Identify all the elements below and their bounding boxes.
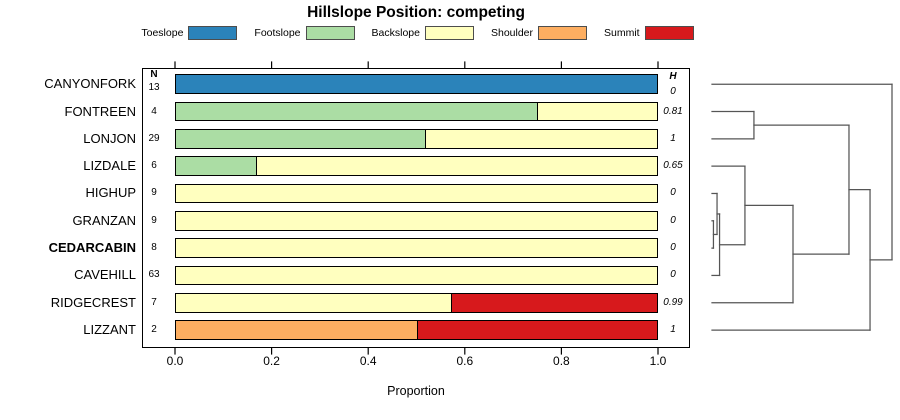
- legend: Toeslope Footslope Backslope Shoulder Summit: [0, 24, 835, 41]
- x-tick-label: 0.2: [263, 354, 280, 368]
- row-label-lizzant: LIZZANT: [83, 322, 136, 338]
- x-tick-label: 0.4: [359, 354, 377, 368]
- bar-segment-backslope: [256, 157, 657, 175]
- x-axis-label: Proportion: [387, 384, 445, 398]
- legend-item-backslope: Backslope: [371, 25, 474, 40]
- x-tick-label: 0.0: [166, 354, 184, 368]
- bar-segment-toeslope: [176, 75, 657, 93]
- stacked-bar-lizzant: [175, 320, 658, 340]
- stacked-bar-fontreen: [175, 101, 658, 122]
- stacked-bar-lizdale: [175, 156, 658, 176]
- bar-segment-backslope: [424, 130, 657, 148]
- n-value: 9: [151, 187, 157, 199]
- bar-segment-backslope: [176, 184, 657, 203]
- n-value: 2: [151, 324, 157, 336]
- x-tick-label: 0.8: [553, 354, 570, 368]
- row-label-highup: HIGHUP: [85, 185, 136, 201]
- x-tick-label: 1.0: [649, 354, 667, 368]
- stacked-bar-cavehill: [175, 265, 658, 286]
- n-value: 63: [148, 269, 160, 281]
- bar-segment-backslope: [176, 294, 451, 312]
- legend-label: Footslope: [254, 26, 301, 39]
- bar-segment-footslope: [176, 130, 425, 148]
- bar-segment-footslope: [176, 102, 537, 121]
- h-value: 0.65: [663, 160, 683, 172]
- plot-area: [142, 68, 690, 348]
- stacked-bar-highup: [175, 183, 658, 204]
- h-value: 0: [670, 242, 676, 254]
- stacked-bar-lonjon: [175, 129, 658, 149]
- x-tick-label: 0.6: [456, 354, 474, 368]
- row-label-ridgecrest: RIDGECREST: [50, 294, 136, 310]
- n-value: 7: [151, 296, 157, 308]
- h-value: 1: [670, 324, 676, 336]
- row-label-fontreen: FONTREEN: [64, 103, 137, 119]
- stacked-bar-canyonfork: [175, 74, 658, 94]
- legend-swatch-toeslope: [188, 25, 238, 40]
- bar-segment-backslope: [536, 102, 657, 121]
- chart-title: Hillslope Position: competing: [307, 4, 525, 21]
- h-value: 0.99: [663, 296, 683, 308]
- bar-segment-summit: [450, 294, 657, 312]
- legend-swatch-shoulder: [538, 25, 588, 40]
- legend-item-footslope: Footslope: [254, 25, 355, 40]
- stacked-bar-ridgecrest: [175, 293, 658, 313]
- bar-segment-shoulder: [176, 321, 417, 339]
- row-label-granzan: GRANZAN: [72, 212, 136, 228]
- bar-segment-summit: [416, 321, 657, 339]
- legend-item-shoulder: Shoulder: [490, 25, 588, 40]
- legend-swatch-summit: [644, 25, 694, 40]
- n-column-header: N: [150, 69, 158, 80]
- legend-label: Backslope: [371, 26, 420, 39]
- legend-swatch-footslope: [305, 25, 355, 40]
- legend-item-summit: Summit: [604, 25, 694, 40]
- row-label-lizdale: LIZDALE: [83, 158, 136, 174]
- bar-segment-backslope: [176, 239, 657, 257]
- n-value: 9: [151, 214, 157, 226]
- n-value: 13: [148, 82, 160, 93]
- row-label-cedarcabin: CEDARCABIN: [48, 240, 136, 256]
- row-label-cavehill: CAVEHILL: [74, 267, 136, 283]
- bar-segment-footslope: [176, 157, 257, 175]
- h-value: 0: [670, 214, 676, 226]
- row-label-lonjon: LONJON: [83, 130, 136, 146]
- bar-segment-backslope: [176, 212, 657, 230]
- legend-item-toeslope: Toeslope: [141, 25, 238, 40]
- n-value: 6: [151, 160, 157, 172]
- legend-label: Summit: [604, 26, 640, 39]
- h-column-header: H: [669, 71, 677, 82]
- h-value: 0: [670, 187, 676, 199]
- h-value: 0.81: [663, 105, 683, 117]
- n-value: 29: [148, 132, 160, 144]
- h-value: 0: [670, 86, 676, 97]
- row-label-canyonfork: CANYONFORK: [44, 76, 136, 92]
- stacked-bar-cedarcabin: [175, 238, 658, 258]
- stacked-bar-granzan: [175, 211, 658, 231]
- bar-segment-backslope: [176, 266, 657, 285]
- n-value: 4: [151, 105, 157, 117]
- legend-label: Toeslope: [141, 26, 184, 39]
- legend-swatch-backslope: [424, 25, 474, 40]
- h-value: 0: [670, 269, 676, 281]
- n-value: 8: [151, 242, 157, 254]
- legend-label: Shoulder: [490, 26, 534, 39]
- h-value: 1: [670, 132, 676, 144]
